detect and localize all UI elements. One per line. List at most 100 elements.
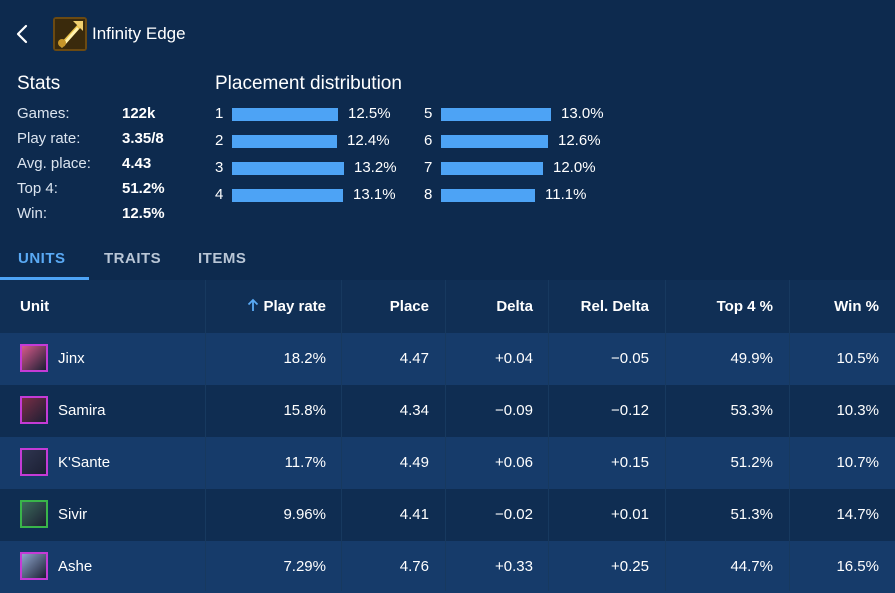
column-divider [548, 280, 549, 591]
cell-play-rate: 15.8% [283, 402, 326, 419]
cell-place: 4.47 [399, 350, 429, 367]
stat-value: 51.2% [122, 180, 165, 197]
placement-bar [441, 189, 535, 202]
placement-number: 7 [424, 159, 433, 176]
unit-name: Samira [58, 402, 106, 419]
stat-value: 12.5% [122, 205, 165, 222]
tab-units[interactable]: UNITS [18, 250, 66, 267]
placement-bar [441, 162, 543, 175]
column-header-top4[interactable]: Top 4 % [716, 298, 773, 315]
stat-value: 3.35/8 [122, 130, 164, 147]
placement-row: 1 12.5% [215, 103, 415, 125]
placement-bar [441, 108, 551, 121]
placement-distribution: Placement distribution 1 12.5% 2 12.4% 3… [215, 73, 635, 203]
column-header-rel-delta[interactable]: Rel. Delta [580, 298, 649, 315]
column-header-place[interactable]: Place [389, 298, 429, 315]
stat-row-games: Games: 122k [17, 103, 207, 128]
cell-win: 10.3% [836, 402, 879, 419]
placement-bar [232, 162, 344, 175]
tab-items[interactable]: ITEMS [198, 250, 247, 267]
column-divider [665, 280, 666, 591]
infinity-edge-sword-icon [53, 17, 87, 51]
cell-rel-delta: +0.15 [611, 454, 649, 471]
header: Infinity Edge [0, 0, 895, 68]
table-row[interactable]: K'Sante 11.7% 4.49 +0.06 +0.15 51.2% 10.… [0, 437, 895, 489]
unit-name: Sivir [58, 506, 88, 523]
cell-rel-delta: +0.01 [611, 506, 649, 523]
units-table: Unit Play rate Place Delta Rel. Delta To… [0, 280, 895, 593]
tab-traits[interactable]: TRAITS [104, 250, 162, 267]
cell-win: 10.7% [836, 454, 879, 471]
table-row[interactable]: Jinx 18.2% 4.47 +0.04 −0.05 49.9% 10.5% [0, 333, 895, 385]
column-divider [789, 280, 790, 591]
column-header-label: Play rate [263, 298, 326, 315]
stat-label: Top 4: [17, 180, 58, 197]
tab-bar: UNITS TRAITS ITEMS [0, 240, 895, 281]
cell-top4: 51.3% [730, 506, 773, 523]
stat-label: Games: [17, 105, 70, 122]
cell-delta: −0.02 [495, 506, 533, 523]
unit-name: K'Sante [58, 454, 111, 471]
unit-avatar-ashe [20, 552, 48, 580]
placement-percent: 13.2% [354, 159, 397, 176]
column-divider [445, 280, 446, 591]
stat-row-top4: Top 4: 51.2% [17, 178, 207, 203]
cell-play-rate: 11.7% [284, 454, 326, 471]
placement-percent: 13.1% [353, 186, 396, 203]
placement-bar [232, 135, 337, 148]
column-header-play-rate[interactable]: Play rate [206, 280, 326, 333]
unit-avatar-ksante [20, 448, 48, 476]
cell-delta: −0.09 [495, 402, 533, 419]
placement-percent: 12.0% [553, 159, 596, 176]
column-header-delta[interactable]: Delta [496, 298, 533, 315]
table-row[interactable]: Samira 15.8% 4.34 −0.09 −0.12 53.3% 10.3… [0, 385, 895, 437]
placement-row: 8 11.1% [424, 184, 624, 206]
cell-top4: 51.2% [730, 454, 773, 471]
placement-row: 7 12.0% [424, 157, 624, 179]
stat-label: Avg. place: [17, 155, 91, 172]
cell-play-rate: 7.29% [283, 558, 326, 575]
cell-play-rate: 9.96% [283, 506, 326, 523]
column-divider [341, 280, 342, 591]
chevron-left-icon[interactable] [12, 22, 32, 46]
active-tab-indicator [0, 277, 89, 280]
cell-win: 16.5% [836, 558, 879, 575]
placement-bar [232, 108, 338, 121]
stat-value: 122k [122, 105, 156, 122]
placement-percent: 12.5% [348, 105, 391, 122]
placement-number: 4 [215, 186, 224, 203]
table-row[interactable]: Ashe 7.29% 4.76 +0.33 +0.25 44.7% 16.5% [0, 541, 895, 593]
column-divider [205, 280, 206, 591]
cell-top4: 53.3% [730, 402, 773, 419]
placement-bar [232, 189, 343, 202]
placement-grid: 1 12.5% 2 12.4% 3 13.2% 4 13.1% 5 13.0% … [215, 103, 635, 213]
placement-bar [441, 135, 548, 148]
unit-name: Ashe [58, 558, 93, 575]
cell-delta: +0.04 [495, 350, 533, 367]
column-header-unit[interactable]: Unit [20, 298, 50, 315]
cell-place: 4.76 [399, 558, 429, 575]
placement-percent: 11.1% [545, 186, 587, 203]
table-header: Unit Play rate Place Delta Rel. Delta To… [0, 280, 895, 333]
arrow-up-icon [248, 298, 259, 311]
table-row[interactable]: Sivir 9.96% 4.41 −0.02 +0.01 51.3% 14.7% [0, 489, 895, 541]
placement-number: 6 [424, 132, 433, 149]
cell-place: 4.49 [399, 454, 429, 471]
placement-number: 5 [424, 105, 433, 122]
cell-play-rate: 18.2% [283, 350, 326, 367]
stats-title: Stats [17, 73, 61, 94]
placement-row: 2 12.4% [215, 130, 415, 152]
stats-panel: Stats Games: 122k Play rate: 3.35/8 Avg.… [17, 73, 207, 228]
cell-rel-delta: +0.25 [611, 558, 649, 575]
unit-avatar-sivir [20, 500, 48, 528]
stat-value: 4.43 [122, 155, 152, 172]
placement-number: 3 [215, 159, 224, 176]
cell-top4: 44.7% [730, 558, 773, 575]
column-header-win[interactable]: Win % [834, 298, 879, 315]
cell-delta: +0.33 [495, 558, 533, 575]
cell-rel-delta: −0.05 [611, 350, 649, 367]
placement-percent: 13.0% [561, 105, 604, 122]
stat-row-win: Win: 12.5% [17, 203, 207, 228]
stat-row-play-rate: Play rate: 3.35/8 [17, 128, 207, 153]
stat-label: Win: [17, 205, 47, 222]
